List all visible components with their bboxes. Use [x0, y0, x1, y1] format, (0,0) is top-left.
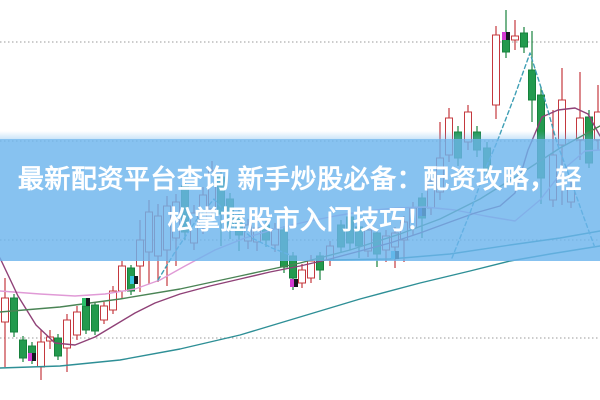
signal-marker-accent [82, 298, 86, 306]
candle-body [1, 297, 9, 323]
candle-body [511, 35, 519, 41]
candle-body [298, 269, 306, 284]
candle-body [307, 260, 315, 279]
signal-marker-accent [290, 279, 294, 287]
promo-banner-line-1: 最新配资平台查询 新手炒股必备：配资攻略，轻 [17, 164, 583, 194]
promo-banner-line-2: 松掌握股市入门技巧！ [167, 205, 433, 235]
candle-body [91, 304, 99, 332]
candle-body [118, 265, 126, 292]
signal-marker-accent [502, 32, 506, 40]
candle-body [37, 341, 45, 368]
promo-banner: 最新配资平台查询 新手炒股必备：配资攻略，轻 松掌握股市入门技巧！ [0, 131, 600, 261]
candle-body [520, 32, 528, 48]
candle-body [100, 305, 108, 321]
candle-body [10, 297, 18, 333]
candle-body [54, 337, 62, 357]
candle-body [19, 339, 27, 359]
signal-marker-accent [28, 353, 32, 361]
candle-body [82, 305, 90, 331]
signal-marker-accent [130, 276, 134, 284]
ma-line-purple [0, 107, 600, 346]
candle-body [492, 34, 500, 106]
candle-body [63, 319, 71, 349]
candle-body [528, 69, 536, 101]
candle-body [73, 311, 81, 336]
